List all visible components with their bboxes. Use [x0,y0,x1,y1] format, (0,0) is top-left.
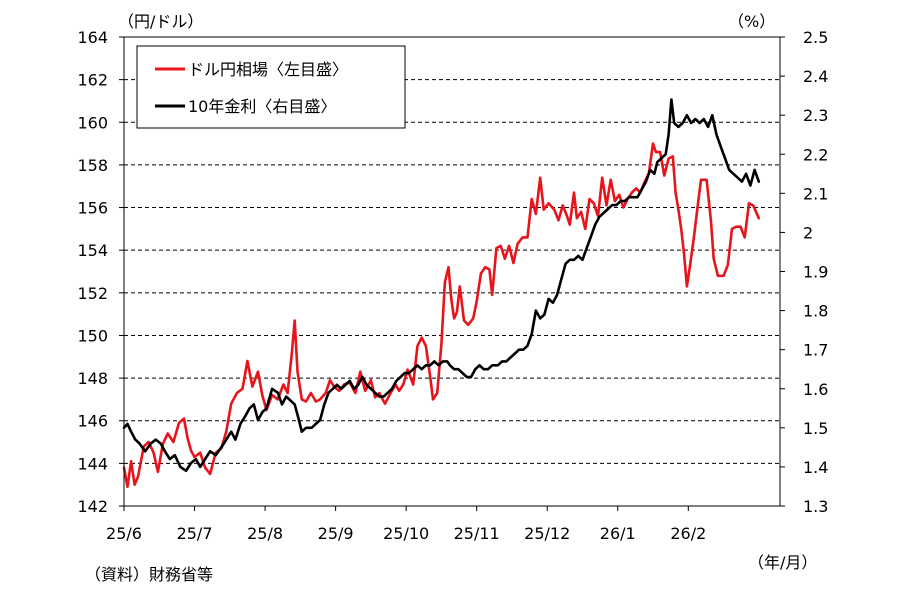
left-axis: 142 144 146 148 150 152 154 156 158 160 162 164 [77,28,124,516]
legend-label-usdjpy: ドル円相場〈左目盛〉 [188,60,348,79]
x-tick-label: 25/11 [454,524,500,543]
right-tick-label: 2.3 [803,106,828,125]
legend-label-jgb10y: 10年金利〈右目盛〉 [188,97,336,116]
right-axis: 1.3 1.4 1.5 1.6 1.7 1.8 1.9 2 2.1 2.2 2.3 2.4 2.5 [780,28,828,516]
x-tick-label: 25/7 [177,524,213,543]
right-tick-label: 1.5 [803,419,828,438]
left-tick-label: 146 [77,412,108,431]
x-tick-label: 25/6 [106,524,142,543]
right-tick-label: 2.5 [803,28,828,47]
right-tick-label: 1.8 [803,302,828,321]
right-tick-label: 2 [803,223,813,242]
right-tick-label: 1.4 [803,458,828,477]
x-tick-label: 25/10 [383,524,429,543]
left-tick-label: 154 [77,241,108,260]
x-axis-unit: （年/月） [748,553,817,572]
right-tick-label: 2.2 [803,145,828,164]
right-tick-label: 1.6 [803,380,828,399]
left-tick-label: 160 [77,113,108,132]
left-tick-label: 162 [77,71,108,90]
left-tick-label: 158 [77,156,108,175]
series-lines [122,98,761,489]
right-tick-label: 1.9 [803,263,828,282]
left-tick-label: 144 [77,454,108,473]
right-tick-label: 2.4 [803,67,828,86]
x-tick-label: 25/9 [318,524,354,543]
right-tick-label: 2.1 [803,184,828,203]
x-tick-label: 25/8 [247,524,283,543]
source-note: （資料）財務省等 [85,565,213,584]
x-axis: 25/6 25/7 25/8 25/9 25/10 25/11 25/12 26/1 26/2 [106,506,706,543]
series-line-jgb10y [122,98,761,473]
left-tick-label: 164 [77,28,108,47]
x-tick-label: 26/2 [670,524,706,543]
right-tick-label: 1.7 [803,341,828,360]
left-tick-label: 148 [77,369,108,388]
right-axis-unit: （%） [728,12,775,31]
legend: ドル円相場〈左目盛〉 10年金利〈右目盛〉 [136,45,406,129]
left-axis-unit: （円/ドル） [118,12,203,31]
left-tick-label: 152 [77,284,108,303]
left-tick-label: 142 [77,497,108,516]
right-tick-label: 1.3 [803,497,828,516]
series-line-usdjpy [122,142,761,489]
x-tick-label: 26/1 [600,524,636,543]
left-tick-label: 150 [77,326,108,345]
legend-box [136,45,406,129]
x-tick-label: 25/12 [524,524,570,543]
grid-lines [124,79,780,464]
left-tick-label: 156 [77,199,108,218]
